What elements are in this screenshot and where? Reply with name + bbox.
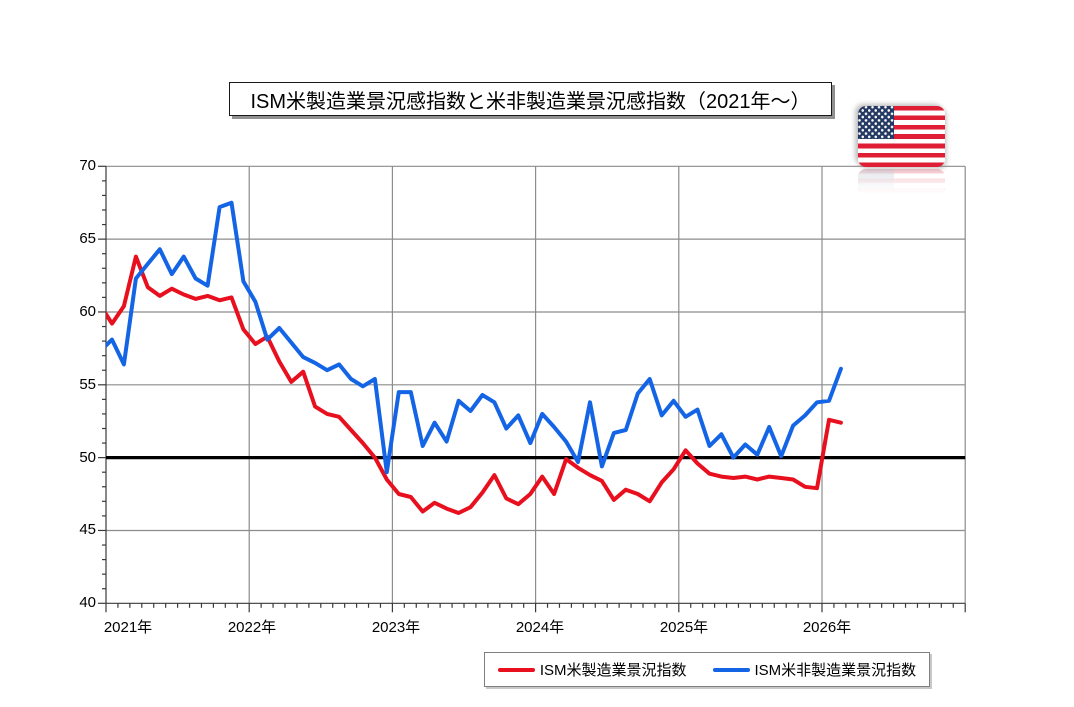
- y-axis-label-55: 55: [79, 375, 96, 393]
- y-axis-label-45: 45: [79, 521, 96, 539]
- legend-label-manufacturing: ISM米製造業景況指数: [539, 662, 687, 679]
- flag-reflection-canton: [858, 169, 894, 189]
- y-axis-label-40: 40: [79, 594, 96, 612]
- x-axis-label-2026: 2026年: [802, 619, 852, 636]
- flag-canton-stars: [858, 106, 894, 139]
- y-axis-label-60: 60: [79, 302, 96, 320]
- series-line-manufacturing: [106, 254, 843, 515]
- x-axis-label-2023: 2023年: [371, 619, 421, 636]
- series-line-services: [106, 200, 843, 475]
- chart-legend: ISM米製造業景況指数 ISM米非製造業景況指数: [484, 652, 930, 687]
- us-flag-icon: [858, 106, 945, 167]
- services-line-swatch: [712, 667, 750, 672]
- legend-label-services: ISM米非製造業景況指数: [754, 662, 917, 679]
- flag-reflection-fade: [858, 169, 945, 195]
- x-axis-label-2022: 2022年: [227, 619, 277, 636]
- chart-title-box: ISM米製造業景況感指数と米非製造業景況感指数（2021年～）: [229, 82, 832, 116]
- x-axis-label-2024: 2024年: [515, 619, 565, 636]
- y-axis-label-50: 50: [79, 448, 96, 466]
- x-axis-label-2021: 2021年: [103, 619, 153, 636]
- flag-reflection-stripes: [858, 169, 945, 195]
- chart-title: ISM米製造業景況感指数と米非製造業景況感指数（2021年～）: [250, 90, 811, 113]
- legend-item-manufacturing: ISM米製造業景況指数: [497, 659, 687, 680]
- manufacturing-line-swatch: [497, 667, 535, 672]
- legend-item-services: ISM米非製造業景況指数: [712, 659, 917, 680]
- flag-reflection: [858, 169, 945, 195]
- cropped-caption-remnant: :..........::.: [0, 702, 1074, 707]
- y-axis-label-65: 65: [79, 230, 96, 248]
- y-axis-label-70: 70: [79, 157, 96, 175]
- x-axis-label-2025: 2025年: [659, 619, 709, 636]
